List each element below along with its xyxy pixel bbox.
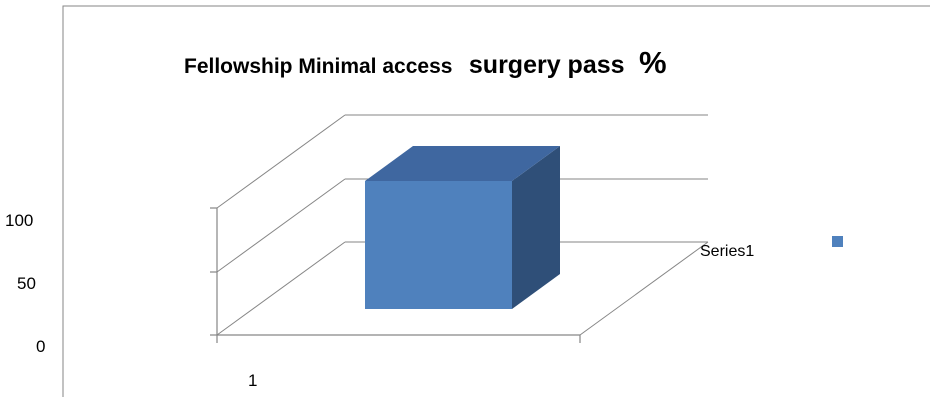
legend-label-series1: Series1 — [700, 243, 754, 260]
y-tick-label-100: 100 — [5, 211, 33, 230]
gridline-100-side — [217, 115, 345, 208]
chart-title-part-3: % — [639, 45, 667, 80]
legend-marker-series1 — [832, 236, 843, 247]
chart-title-part-1: Fellowship Minimal access — [184, 55, 452, 78]
y-tick-label-0: 0 — [36, 337, 45, 356]
bar-series — [365, 146, 560, 309]
chart-title-part-2: surgery pass — [469, 51, 625, 79]
bar-front-1 — [365, 181, 512, 309]
y-tick-label-50: 50 — [17, 274, 36, 293]
gridline-50-side — [217, 179, 345, 272]
x-tick-label-1: 1 — [248, 371, 257, 390]
floor-left-edge — [217, 242, 345, 335]
floor-right-edge — [580, 242, 708, 335]
chart-title: Fellowship Minimal access surgery pass % — [184, 45, 667, 80]
legend: Series1 — [700, 236, 843, 260]
